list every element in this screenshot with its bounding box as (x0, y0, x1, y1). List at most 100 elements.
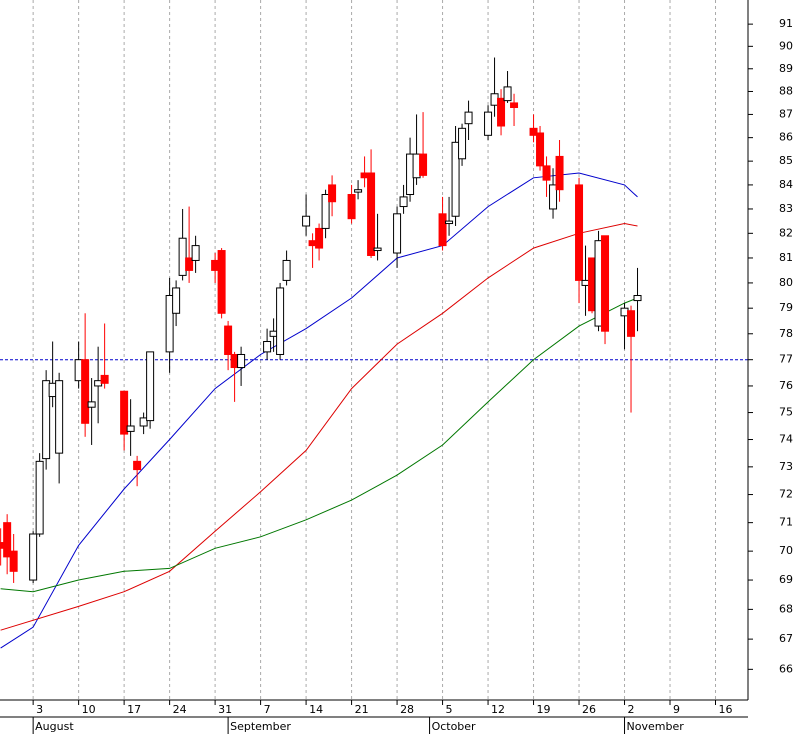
x-tick-label: 28 (400, 703, 414, 716)
candle-body (42, 380, 51, 460)
candle-body (269, 330, 278, 337)
candle-body (503, 86, 512, 102)
candle-body (412, 153, 421, 179)
y-tick-label: 83 (779, 202, 793, 215)
candle-body (302, 215, 311, 227)
y-tick-label: 81 (779, 251, 793, 264)
y-tick-label: 87 (779, 107, 793, 120)
candle-body (217, 250, 226, 314)
candle-body (133, 460, 142, 471)
candle-body (510, 102, 519, 109)
candle-body (139, 417, 148, 427)
x-tick-label: 16 (719, 703, 733, 716)
candle-body (87, 401, 96, 408)
x-tick-label: 10 (82, 703, 96, 716)
y-tick-label: 88 (779, 84, 793, 97)
candle-body (172, 287, 181, 314)
candle-body (308, 240, 317, 247)
candle-body (276, 287, 285, 355)
month-label: August (35, 720, 74, 733)
candle-body (419, 153, 428, 176)
y-tick-label: 82 (779, 226, 793, 239)
candle-body (191, 245, 200, 261)
y-tick-label: 91 (779, 17, 793, 30)
candle-body (542, 165, 551, 181)
candle-body (438, 213, 447, 247)
x-tick-label: 7 (264, 703, 271, 716)
x-tick-label: 9 (673, 703, 680, 716)
candle-body (620, 307, 629, 317)
candle-body (74, 359, 83, 382)
y-tick-label: 77 (779, 353, 793, 366)
y-tick-label: 67 (779, 632, 793, 645)
y-tick-label: 70 (779, 544, 793, 557)
candle-body (55, 380, 64, 454)
candle-body (120, 390, 129, 435)
candle-body (399, 196, 408, 208)
candle-body (445, 220, 454, 225)
candle-body (126, 425, 135, 432)
candle-body (146, 351, 155, 422)
x-tick-label: 5 (446, 703, 453, 716)
candle-body (451, 141, 460, 217)
candle-body (601, 235, 610, 332)
y-tick-label: 80 (779, 276, 793, 289)
candle-body (165, 295, 174, 353)
y-tick-label: 89 (779, 62, 793, 75)
x-tick-label: 31 (218, 703, 232, 716)
y-tick-label: 79 (779, 301, 793, 314)
y-tick-label: 72 (779, 488, 793, 501)
candle-body (373, 247, 382, 252)
moving-average (0, 297, 638, 593)
x-tick-label: 2 (628, 703, 635, 716)
candle-body (458, 127, 467, 160)
x-tick-label: 19 (537, 703, 551, 716)
y-tick-label: 68 (779, 602, 793, 615)
candle-body (29, 533, 38, 581)
candle-body (536, 132, 545, 167)
candle-body (588, 257, 597, 312)
candle-body (230, 353, 239, 369)
candle-body (633, 295, 642, 302)
y-tick-label: 75 (779, 406, 793, 419)
x-tick-label: 12 (491, 703, 505, 716)
y-tick-label: 73 (779, 460, 793, 473)
y-tick-label: 69 (779, 573, 793, 586)
candle-body (48, 382, 57, 398)
candle-body (490, 93, 499, 106)
candle-body (354, 189, 363, 193)
candle-body (393, 213, 402, 254)
y-tick-label: 86 (779, 131, 793, 144)
moving-average (0, 222, 638, 631)
month-label: September (230, 720, 291, 733)
x-tick-label: 3 (36, 703, 43, 716)
candle-body (9, 550, 18, 572)
candle-body (315, 227, 324, 249)
candle-body (529, 127, 538, 136)
plot-area (0, 0, 748, 700)
candle-body (3, 522, 12, 558)
y-tick-label: 74 (779, 433, 793, 446)
candle-body (237, 353, 246, 369)
candle-body (594, 240, 603, 327)
candle-body (94, 380, 103, 387)
candle-body (178, 237, 187, 276)
candle-body (35, 460, 44, 535)
candle-body (484, 111, 493, 136)
candle-body (627, 310, 636, 337)
month-label: October (432, 720, 476, 733)
x-tick-label: 14 (309, 703, 323, 716)
x-tick-label: 21 (355, 703, 369, 716)
candle-body (549, 184, 558, 210)
candle-body (360, 172, 369, 179)
candle-body (282, 259, 291, 281)
x-tick-label: 26 (582, 703, 596, 716)
y-tick-label: 66 (779, 662, 793, 675)
candle-body (100, 374, 109, 384)
candle-body (81, 359, 90, 424)
candle-body (347, 194, 356, 220)
candle-body (211, 259, 220, 271)
candle-body (263, 341, 272, 353)
y-tick-label: 71 (779, 516, 793, 529)
